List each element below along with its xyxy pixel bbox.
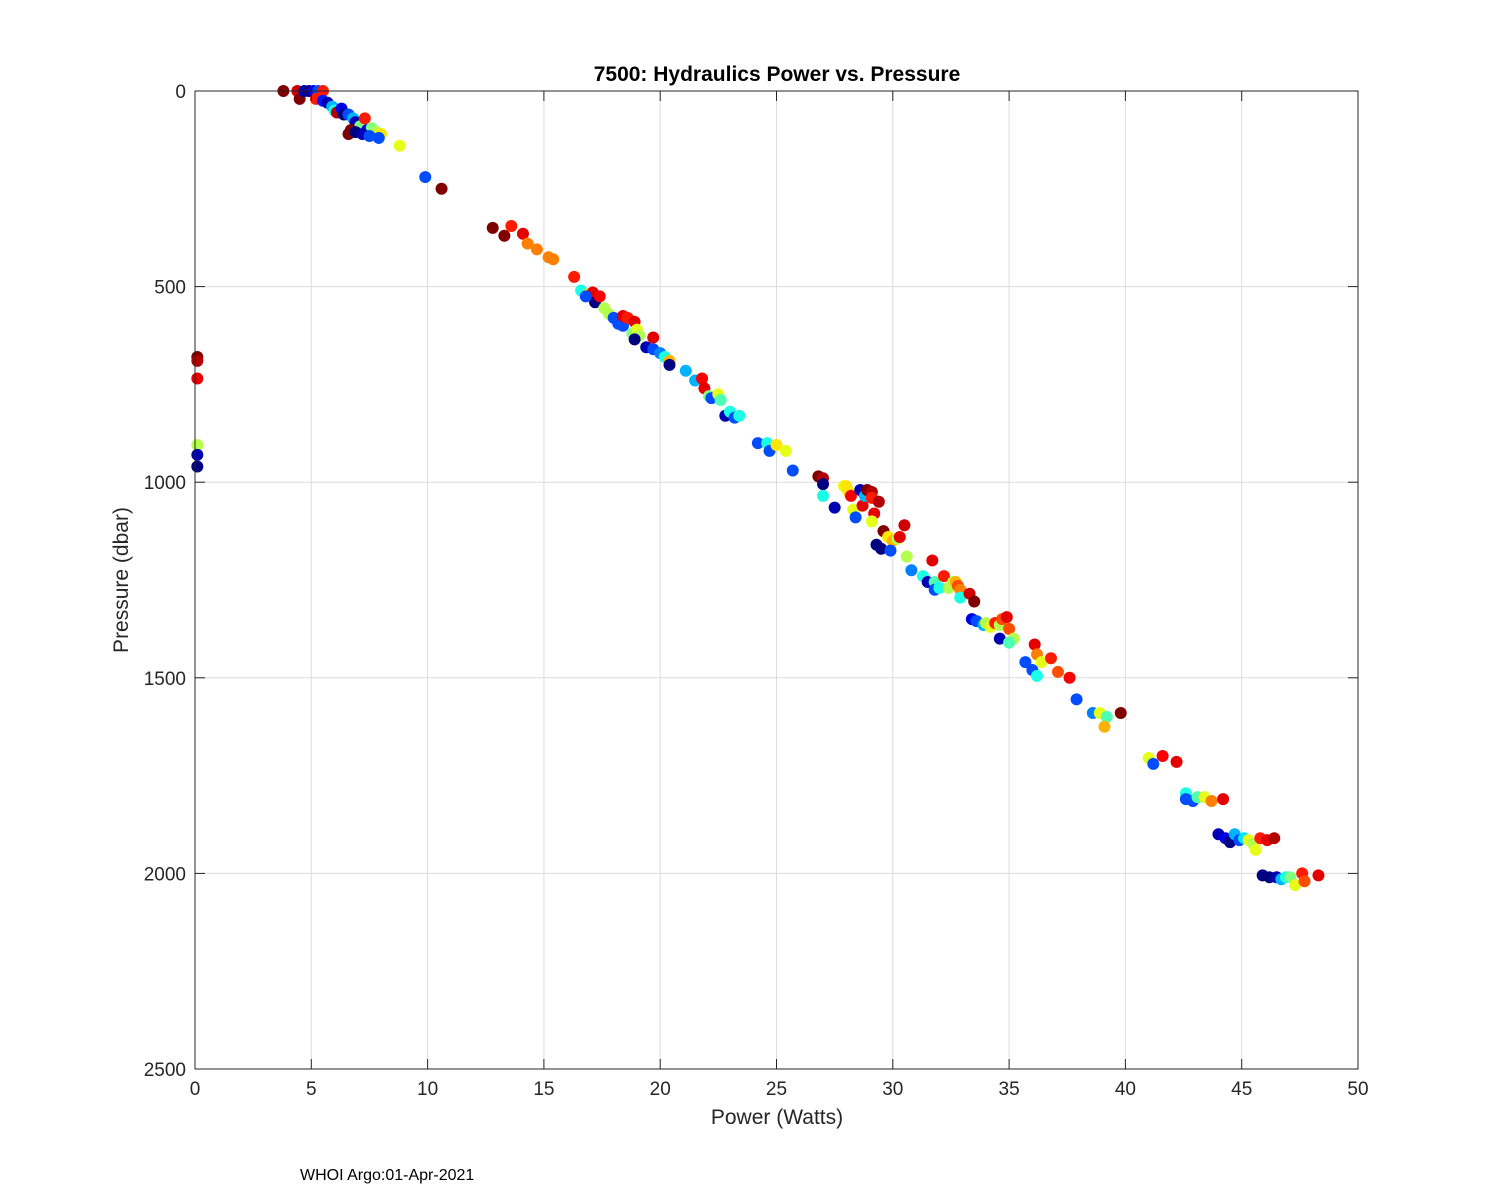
data-point (751, 437, 764, 450)
data-point (828, 501, 841, 514)
data-point (905, 564, 918, 577)
y-axis-label: Pressure (dbar) (110, 507, 133, 653)
data-point (844, 489, 857, 502)
data-point (191, 460, 204, 473)
data-point (1217, 793, 1230, 806)
data-point (372, 131, 385, 144)
data-point (1003, 636, 1016, 649)
chart-title: 7500: Hydraulics Power vs. Pressure (594, 63, 961, 86)
data-point (733, 409, 746, 422)
data-point (547, 253, 560, 266)
data-point (1289, 879, 1302, 892)
y-tick-label: 0 (175, 82, 186, 103)
data-point (647, 331, 660, 344)
data-point (1028, 638, 1041, 651)
data-point (579, 290, 592, 303)
data-point (191, 448, 204, 461)
data-point (521, 237, 534, 250)
data-point (593, 290, 606, 303)
data-point (568, 270, 581, 283)
data-point (849, 511, 862, 524)
data-point (933, 581, 946, 594)
y-tick-label: 500 (154, 278, 186, 299)
data-point (1268, 832, 1281, 845)
data-point (419, 171, 432, 184)
data-point (679, 364, 692, 377)
data-point (993, 632, 1006, 645)
data-point (898, 519, 911, 532)
data-point (1063, 671, 1076, 684)
data-point (1100, 710, 1113, 723)
data-point (1312, 869, 1325, 882)
data-point (1019, 656, 1032, 669)
x-tick-label: 40 (1115, 1079, 1136, 1100)
data-point (900, 550, 913, 563)
data-point (1031, 669, 1044, 682)
data-point (884, 544, 897, 557)
data-point (1147, 757, 1160, 770)
data-point (628, 333, 641, 346)
data-point (865, 515, 878, 528)
data-point (435, 182, 448, 195)
data-point (786, 464, 799, 477)
data-point (363, 129, 376, 142)
data-point (1156, 750, 1169, 763)
data-point (926, 554, 939, 567)
data-point (498, 229, 511, 242)
data-point (191, 439, 204, 452)
data-point (875, 542, 888, 555)
data-point (779, 444, 792, 457)
data-point (393, 139, 406, 152)
data-point (191, 372, 204, 385)
x-tick-label: 45 (1231, 1079, 1252, 1100)
x-tick-label: 5 (306, 1079, 317, 1100)
data-point (486, 221, 499, 234)
data-point (696, 372, 709, 385)
data-point (856, 499, 869, 512)
data-point (530, 243, 543, 256)
data-point (1003, 622, 1016, 635)
y-tick-label: 2500 (144, 1060, 186, 1081)
data-point (1170, 755, 1183, 768)
data-point (1205, 795, 1218, 808)
data-point (1000, 611, 1013, 624)
x-tick-label: 10 (417, 1079, 438, 1100)
y-tick-label: 2000 (144, 864, 186, 885)
data-point (191, 354, 204, 367)
x-tick-label: 50 (1347, 1079, 1368, 1100)
data-point (516, 227, 529, 240)
data-point (1114, 707, 1127, 720)
y-tick-label: 1000 (144, 473, 186, 494)
data-point (1249, 843, 1262, 856)
data-point (817, 478, 830, 491)
data-point (1070, 693, 1083, 706)
data-point (1044, 652, 1057, 665)
data-point (770, 439, 783, 452)
x-tick-label: 20 (650, 1079, 671, 1100)
footer-note: WHOI Argo:01-Apr-2021 (300, 1167, 475, 1184)
x-tick-label: 15 (533, 1079, 554, 1100)
data-point (968, 595, 981, 608)
data-point (1051, 665, 1064, 678)
data-point (954, 591, 967, 604)
data-point (937, 570, 950, 583)
data-point (663, 358, 676, 371)
x-tick-label: 30 (882, 1079, 903, 1100)
data-point (358, 112, 371, 125)
data-point (872, 495, 885, 508)
x-tick-label: 25 (766, 1079, 787, 1100)
y-tick-label: 1500 (144, 669, 186, 690)
data-point (714, 394, 727, 407)
x-tick-label: 35 (999, 1079, 1020, 1100)
data-point (1098, 720, 1111, 733)
x-tick-label: 0 (190, 1079, 201, 1100)
data-point (893, 530, 906, 543)
data-point (1035, 656, 1048, 669)
data-point (817, 489, 830, 502)
data-point (1298, 875, 1311, 888)
x-axis-label: Power (Watts) (711, 1106, 843, 1129)
data-point (505, 219, 518, 232)
